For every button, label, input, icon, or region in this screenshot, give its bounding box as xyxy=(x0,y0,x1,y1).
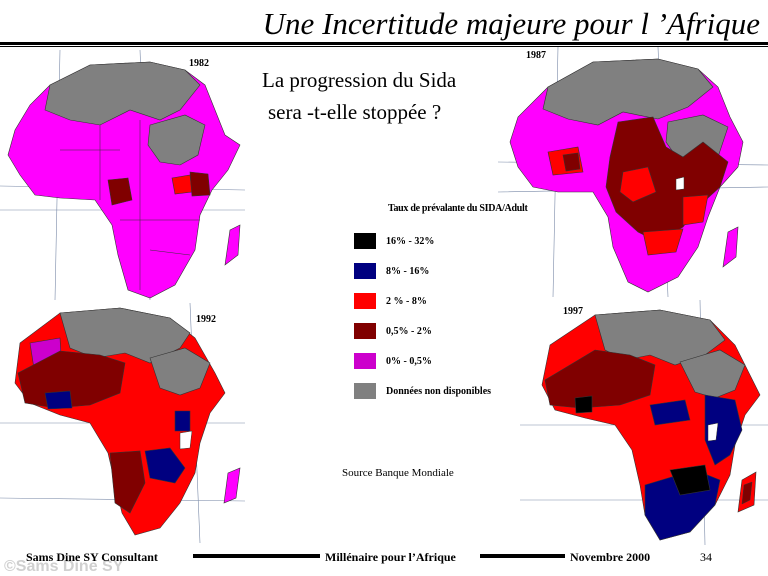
map-1992-navy-east xyxy=(174,410,191,432)
footer-rule-left xyxy=(193,554,320,558)
map-1987-red-east xyxy=(682,194,709,226)
question-line-2: sera -t-elle stoppée ? xyxy=(268,100,442,124)
legend-label: 2 % - 8% xyxy=(386,296,427,307)
legend-swatch xyxy=(354,353,376,369)
legend-label: Données non disponibles xyxy=(386,386,492,397)
map-1987-north-gray xyxy=(542,58,714,126)
legend-swatch xyxy=(354,233,376,249)
map-1987-red-south xyxy=(642,228,684,256)
map-1997 xyxy=(520,300,768,545)
map-1992-navy-center xyxy=(144,447,186,484)
map-1997-black-west xyxy=(574,395,593,414)
map-1997-madagascar-maroon xyxy=(741,481,753,505)
map-1987-madagascar xyxy=(722,226,739,268)
legend-swatch xyxy=(354,293,376,309)
legend-label: 0% - 0,5% xyxy=(386,356,432,367)
map-1992-year: 1992 xyxy=(196,314,216,325)
map-1997-horn-gray xyxy=(679,349,746,399)
map-1992-maroon-south xyxy=(109,450,146,514)
map-1982-horn-gray xyxy=(147,114,206,166)
page-number: 34 xyxy=(700,550,712,564)
map-1997-navy-east xyxy=(704,394,743,466)
title-rule xyxy=(0,42,768,45)
legend-label: 16% - 32% xyxy=(386,236,435,247)
map-1992-horn-gray xyxy=(149,347,211,396)
legend-swatch xyxy=(354,383,376,399)
footer-author: Sams Dine SY Consultant xyxy=(26,550,158,564)
footer: ©Sams Dine SY Sams Dine SY Consultant Mi… xyxy=(0,544,768,576)
map-1987-red-center xyxy=(619,166,657,203)
legend-label: 0,5% - 2% xyxy=(386,326,432,337)
footer-rule-right xyxy=(480,554,565,558)
map-1982 xyxy=(0,50,245,300)
map-1982-red xyxy=(171,174,193,195)
map-1992-lake xyxy=(179,430,193,450)
legend-swatch xyxy=(354,263,376,279)
map-1997-navy-center xyxy=(649,399,691,426)
map-1992-madagascar xyxy=(223,467,241,504)
map-1992 xyxy=(0,303,245,543)
map-1997-black-south xyxy=(669,464,711,496)
legend-swatch xyxy=(354,323,376,339)
question-line-1: La progression du Sida xyxy=(262,68,457,92)
map-1987-maroon-west xyxy=(562,152,581,172)
map-1982-year: 1982 xyxy=(189,58,209,69)
map-1992-maroon-sahel xyxy=(17,350,126,409)
map-1987-lake xyxy=(675,176,685,191)
legend-title: Taux de prévalante du SIDA/Adult xyxy=(388,203,528,214)
map-1987 xyxy=(498,47,768,297)
map-1982-maroon-center xyxy=(107,177,133,206)
map-1982-borders xyxy=(60,120,200,290)
footer-event: Millénaire pour l’Afrique xyxy=(325,550,456,564)
source-note: Source Banque Mondiale xyxy=(342,467,454,479)
map-1987-year: 1987 xyxy=(526,50,546,61)
map-1982-maroon-east xyxy=(189,171,211,197)
map-1982-north-gray xyxy=(44,61,201,126)
legend-label: 8% - 16% xyxy=(386,266,430,277)
question-text: La progression du Sida sera -t-elle stop… xyxy=(262,64,456,128)
slide-title: Une Incertitude majeure pour l ’Afrique xyxy=(262,6,760,41)
watermark: ©Sams Dine SY xyxy=(4,558,124,575)
title-rule-thin xyxy=(0,46,768,47)
map-1997-year: 1997 xyxy=(563,306,583,317)
map-1997-maroon-sahel xyxy=(544,349,656,409)
map-1992-navy-west xyxy=(44,390,73,410)
map-1982-madagascar xyxy=(224,224,241,266)
footer-date: Novembre 2000 xyxy=(570,550,651,564)
map-1997-lake xyxy=(707,422,719,442)
